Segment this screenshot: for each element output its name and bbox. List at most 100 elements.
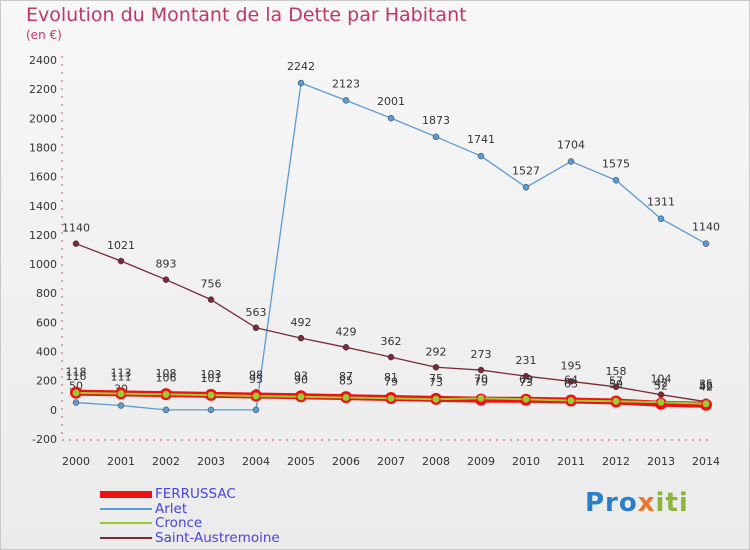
data-point [252, 324, 260, 332]
x-tick-label: 2003 [197, 455, 225, 468]
data-label: 79 [474, 375, 488, 388]
data-label: 57 [609, 375, 623, 388]
x-tick-label: 2010 [512, 455, 540, 468]
data-label: 79 [384, 375, 398, 388]
y-tick-label: 1200 [29, 229, 57, 242]
data-label: 59 [609, 378, 623, 391]
data-point [656, 397, 666, 407]
data-point [566, 396, 576, 406]
data-point [522, 372, 530, 380]
data-point [432, 364, 440, 371]
x-tick-label: 2007 [377, 455, 405, 468]
data-label: 492 [291, 316, 312, 329]
legend-label: Cronce [155, 515, 203, 531]
x-tick-label: 2014 [692, 455, 720, 468]
y-tick-label: 600 [36, 316, 57, 329]
data-point [296, 392, 306, 402]
logo-part-1: Pro [585, 488, 638, 518]
y-tick-label: 2400 [29, 54, 57, 67]
data-point [432, 133, 440, 141]
data-label: 158 [606, 365, 627, 378]
data-point [116, 389, 126, 399]
data-label: 118 [66, 366, 87, 379]
data-label: 195 [561, 359, 582, 372]
data-label: 1140 [62, 222, 90, 235]
data-label: 113 [111, 366, 132, 379]
data-point [206, 390, 216, 400]
y-tick-label: 1000 [29, 258, 57, 271]
data-label: 292 [426, 345, 447, 358]
data-point [342, 344, 350, 351]
data-point [207, 296, 215, 303]
data-label: 116 [66, 370, 87, 383]
data-point [521, 394, 531, 404]
data-label: 273 [471, 348, 492, 361]
data-label: 73 [429, 376, 443, 389]
data-point [386, 393, 396, 403]
legend-label: FERRUSSAC [155, 486, 236, 502]
data-label: 2001 [377, 95, 405, 108]
data-point [657, 391, 665, 398]
data-label: 103 [201, 368, 222, 381]
chart-subtitle: (en €) [26, 28, 62, 42]
x-tick-label: 2006 [332, 455, 360, 468]
x-tick-label: 2002 [152, 455, 180, 468]
data-point [612, 177, 620, 184]
data-point [162, 276, 170, 283]
data-label: 64 [564, 374, 578, 387]
data-point [162, 406, 170, 414]
data-label: 2123 [332, 77, 360, 90]
data-point [117, 257, 125, 265]
data-label: 893 [156, 258, 177, 271]
x-tick-label: 2000 [62, 455, 90, 468]
data-label: 85 [339, 374, 353, 387]
data-label: 73 [519, 376, 533, 389]
data-label: 98 [249, 369, 263, 382]
x-tick-label: 2004 [242, 455, 270, 468]
x-tick-label: 2008 [422, 455, 450, 468]
data-point [701, 399, 711, 409]
legend-swatch [100, 490, 152, 498]
data-label: 42 [699, 381, 713, 394]
data-label: 35 [699, 378, 713, 391]
legend-label: Arlet [155, 500, 188, 517]
data-point [341, 392, 351, 402]
y-tick-label: 1600 [29, 171, 57, 184]
y-tick-label: 2200 [29, 83, 57, 96]
data-label: 1873 [422, 114, 450, 127]
data-label: 90 [294, 374, 308, 387]
y-tick-label: 1400 [29, 200, 57, 213]
data-label: 81 [384, 371, 398, 384]
data-label: 1311 [647, 196, 675, 209]
chart-title: Evolution du Montant de la Dette par Hab… [26, 4, 467, 26]
data-point [477, 152, 485, 160]
data-label: 104 [651, 373, 672, 386]
legend-swatch [100, 536, 152, 539]
data-label: 70 [474, 373, 488, 386]
y-tick-label: 400 [36, 346, 57, 359]
data-point [611, 396, 621, 406]
y-tick-label: 200 [36, 375, 57, 388]
data-point [252, 406, 260, 414]
y-tick-label: -200 [32, 433, 57, 446]
data-label: 756 [201, 278, 222, 291]
data-point [387, 353, 395, 361]
data-label: 93 [294, 369, 308, 382]
legend-swatch [100, 522, 152, 524]
proxiti-logo: Proxiti [585, 488, 689, 518]
x-tick-label: 2001 [107, 455, 135, 468]
data-label: 106 [156, 371, 177, 384]
data-label: 1021 [107, 239, 135, 252]
data-point [342, 97, 350, 104]
x-tick-label: 2011 [557, 455, 585, 468]
data-label: 1527 [512, 164, 540, 177]
data-label: 111 [111, 371, 132, 384]
data-label: 1575 [602, 157, 630, 170]
data-point [161, 389, 171, 399]
data-point [117, 402, 125, 409]
y-tick-label: 2000 [29, 112, 57, 125]
data-label: 42 [654, 377, 668, 390]
data-label: 231 [516, 354, 537, 367]
data-point [387, 114, 395, 122]
